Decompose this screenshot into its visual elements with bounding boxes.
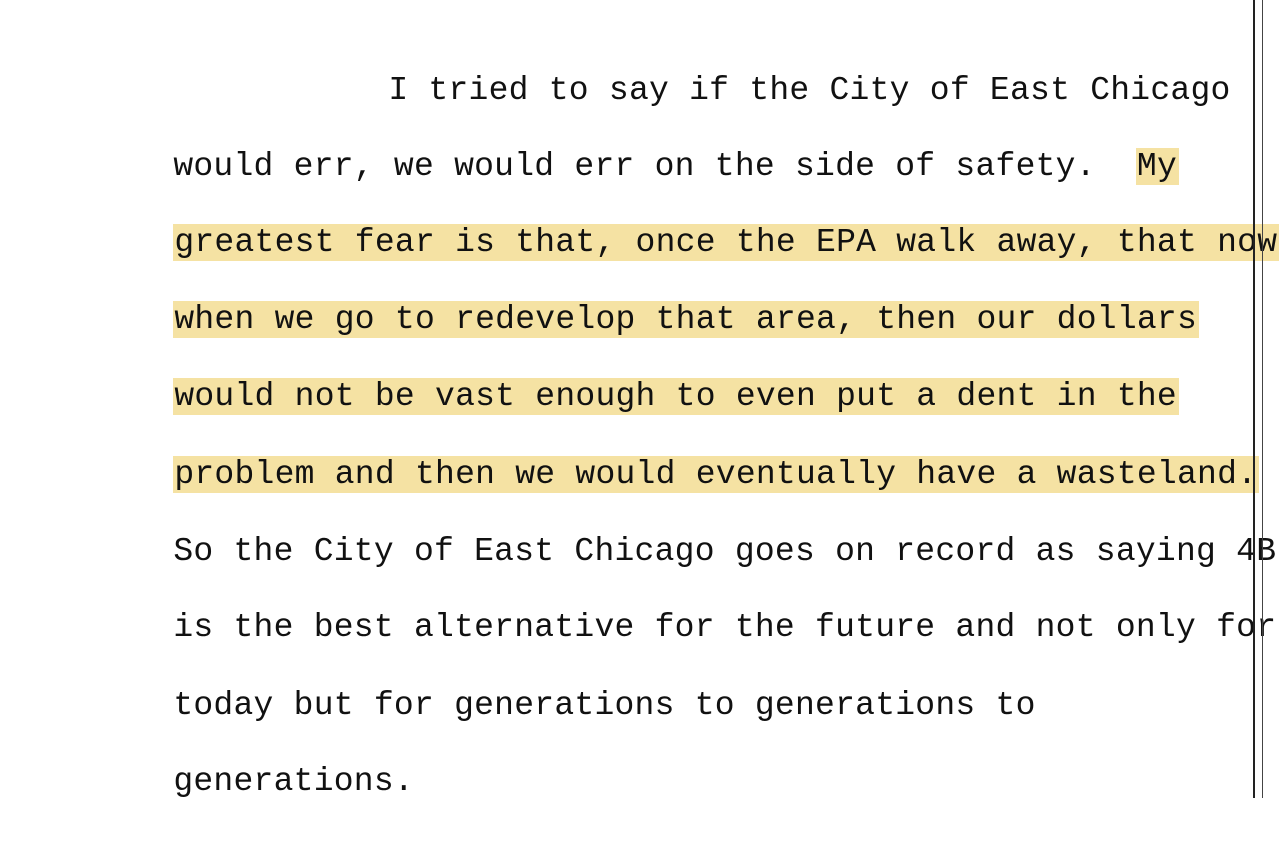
transcript-line-5: would not be vast enough to even put a d… (53, 334, 1179, 415)
transcript-line-2: would err, we would err on the side of s… (53, 104, 1179, 185)
line-text: today but for generations to generations… (173, 687, 1036, 724)
line-text: generations. (173, 763, 414, 800)
transcript-line-6: problem and then we would eventually hav… (53, 412, 1260, 493)
transcript-line-4: when we go to redevelop that area, then … (53, 257, 1200, 338)
highlighted-text: when we go to redevelop that area, then … (173, 301, 1200, 338)
transcript-body: I tried to say if the City of East Chica… (53, 28, 1280, 800)
line-text: is the best alternative for the future a… (173, 609, 1277, 646)
transcript-line-9: today but for generations to generations… (53, 643, 1036, 724)
transcript-line-3: greatest fear is that, once the EPA walk… (53, 180, 1280, 261)
transcript-line-8: is the best alternative for the future a… (53, 565, 1276, 646)
highlighted-text: problem and then we would eventually hav… (173, 456, 1260, 493)
line-text: I tried to say if the City of East Chica… (388, 72, 1231, 109)
transcript-line-7: So the City of East Chicago goes on reco… (53, 489, 1276, 570)
highlighted-text: My (1135, 148, 1179, 185)
line-text: So the City of East Chicago goes on reco… (173, 533, 1277, 570)
margin-rule-left (1253, 0, 1255, 798)
transcript-line-1: I tried to say if the City of East Chica… (268, 28, 1231, 109)
transcript-page: I tried to say if the City of East Chica… (53, 0, 1280, 800)
highlighted-text: greatest fear is that, once the EPA walk… (173, 224, 1280, 261)
line-text: would err, we would err on the side of s… (173, 148, 1136, 185)
highlighted-text: would not be vast enough to even put a d… (173, 378, 1179, 415)
margin-rule-right (1262, 0, 1263, 798)
transcript-line-10: generations. (53, 719, 414, 800)
